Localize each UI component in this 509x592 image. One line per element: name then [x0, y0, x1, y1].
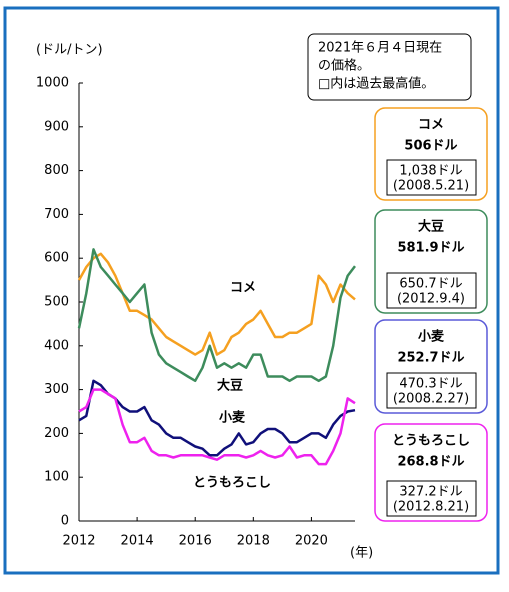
line	[77, 248, 356, 383]
price-current: 268.8ドル	[397, 455, 464, 470]
frame	[3, 6, 500, 575]
y-tick-label: 600	[44, 251, 69, 266]
series-label: とうもろこし	[193, 476, 271, 491]
line	[78, 388, 356, 466]
x-tick-label: 2012	[62, 534, 95, 549]
y-tick-label: 400	[44, 338, 69, 353]
price-current: 252.7ドル	[397, 351, 464, 366]
price-name: コメ	[418, 118, 444, 133]
series-label: 大豆	[217, 378, 243, 394]
price-current: 581.9ドル	[397, 241, 464, 256]
x-tick-label: 2020	[295, 534, 328, 549]
record-date: (2012.9.4)	[397, 292, 465, 307]
record-box	[386, 272, 477, 309]
record-box	[386, 159, 477, 196]
y-tick-label: 100	[44, 470, 69, 485]
note: □内は過去最高値。	[318, 76, 434, 92]
price-name: 小麦	[418, 329, 445, 345]
line	[78, 379, 356, 457]
record-value: 650.7ドル	[399, 277, 462, 292]
x-tick-label: 2014	[121, 534, 154, 549]
y-tick-label: 900	[44, 119, 69, 134]
y-tick-label: 1000	[36, 76, 69, 91]
record-value: 1,038ドル	[399, 164, 462, 179]
record-value: 327.2ドル	[399, 485, 462, 500]
series-label: コメ	[230, 281, 256, 296]
y-tick-label: 300	[44, 382, 69, 397]
y-tick-label: 0	[61, 514, 69, 529]
record-date: (2012.8.21)	[393, 500, 469, 515]
record-box	[386, 480, 477, 517]
record-value: 470.3ドル	[399, 377, 462, 392]
price-name: とうもろこし	[392, 434, 470, 449]
record-date: (2008.5.21)	[393, 179, 469, 194]
y-tick-label: 500	[44, 295, 69, 310]
x-axis-label: (年)	[350, 546, 373, 561]
x-tick-label: 2016	[179, 534, 212, 549]
y-tick-label: 700	[44, 207, 69, 222]
y-tick-label: 200	[44, 426, 69, 441]
y-axis-label: (ドル/トン)	[36, 43, 103, 58]
record-date: (2008.2.27)	[393, 392, 469, 407]
record-box	[386, 372, 477, 409]
note: 2021年６月４日現在	[318, 41, 442, 56]
series-label: 小麦	[219, 410, 246, 426]
line	[77, 252, 356, 356]
note: の価格。	[318, 58, 370, 74]
x-tick-label: 2018	[237, 534, 270, 549]
y-tick-label: 800	[44, 163, 69, 178]
price-name: 大豆	[418, 219, 444, 235]
price-current: 506ドル	[404, 139, 457, 154]
note-box	[307, 33, 472, 101]
